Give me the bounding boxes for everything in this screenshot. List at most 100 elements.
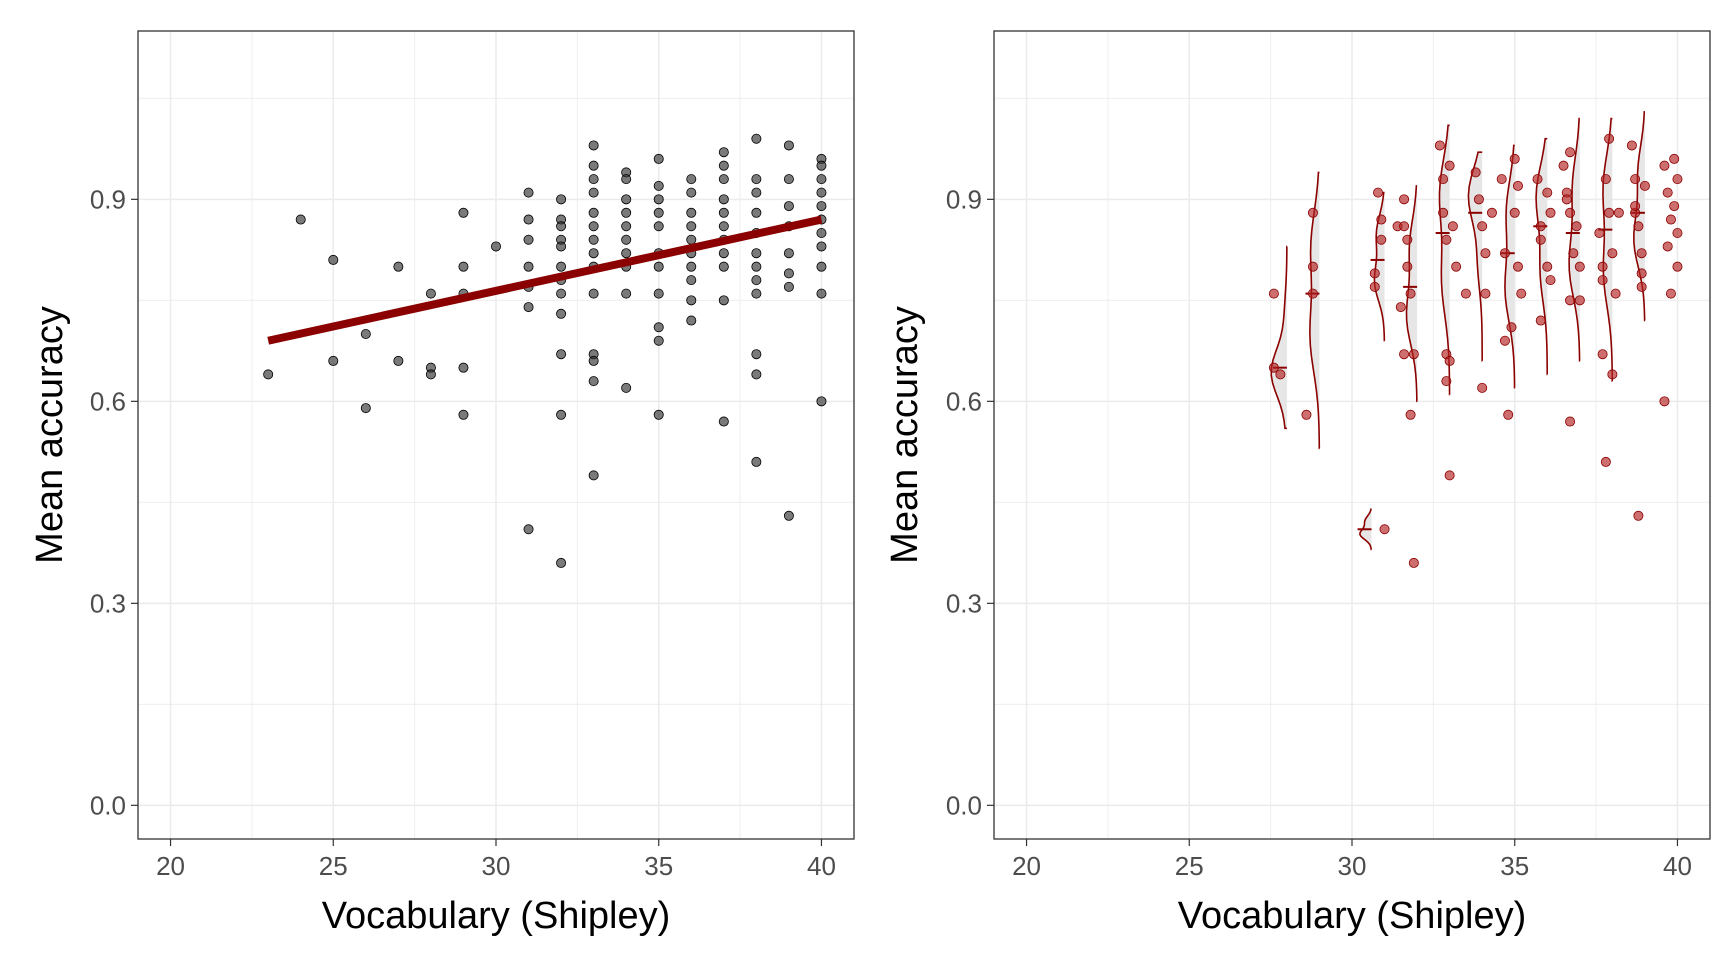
y-tick-label: 0.0: [946, 790, 982, 820]
data-point: [653, 153, 664, 164]
data-point: [360, 403, 371, 414]
data-point: [1480, 288, 1491, 299]
data-point: [686, 315, 697, 326]
data-point: [751, 456, 762, 467]
y-tick-label: 0.0: [90, 790, 126, 820]
data-point: [1607, 369, 1618, 380]
y-tick-label: 0.9: [90, 184, 126, 214]
data-point: [783, 268, 794, 279]
data-point: [751, 207, 762, 218]
data-point: [1545, 207, 1556, 218]
data-point: [686, 275, 697, 286]
left-axis-ticks: 20 25 30 35 40 0.0 0.3 0.6 0.9: [90, 184, 836, 881]
data-point: [1669, 153, 1680, 164]
data-point: [783, 248, 794, 259]
data-point: [1535, 315, 1546, 326]
data-point: [653, 261, 664, 272]
data-point: [1571, 221, 1582, 232]
data-point: [523, 234, 534, 245]
data-point: [1565, 416, 1576, 427]
violin-outline: [1467, 151, 1483, 362]
data-point: [588, 288, 599, 299]
violin-fill: [1536, 138, 1548, 375]
data-point: [1665, 288, 1676, 299]
data-point: [1451, 261, 1462, 272]
data-point: [621, 234, 632, 245]
data-point: [686, 207, 697, 218]
data-point: [1512, 261, 1523, 272]
data-point: [816, 227, 827, 238]
x-tick-label: 40: [1663, 851, 1692, 881]
data-point: [1447, 221, 1458, 232]
y-tick-label: 0.9: [946, 184, 982, 214]
data-point: [1626, 140, 1637, 151]
regression-line: [267, 215, 823, 345]
data-point: [263, 369, 274, 380]
data-point: [458, 261, 469, 272]
data-point: [751, 133, 762, 144]
data-point: [1636, 248, 1647, 259]
data-point: [783, 281, 794, 292]
data-point: [621, 174, 632, 185]
data-point: [556, 194, 567, 205]
data-point: [718, 174, 729, 185]
data-point: [1441, 376, 1452, 387]
data-point: [1662, 187, 1673, 198]
data-point: [1496, 174, 1507, 185]
data-point: [1594, 227, 1605, 238]
data-point: [1672, 174, 1683, 185]
data-point: [588, 221, 599, 232]
data-point: [328, 254, 339, 265]
data-point: [588, 470, 599, 481]
data-point: [783, 201, 794, 212]
data-point: [1503, 409, 1514, 420]
data-point: [653, 221, 664, 232]
data-point: [1532, 174, 1543, 185]
data-point: [621, 288, 632, 299]
data-point: [653, 322, 664, 333]
data-point: [295, 214, 306, 225]
data-point: [1399, 349, 1410, 360]
data-point: [653, 207, 664, 218]
data-point: [1444, 160, 1455, 171]
data-point: [1486, 207, 1497, 218]
data-point: [1408, 349, 1419, 360]
data-point: [1477, 221, 1488, 232]
data-point: [751, 174, 762, 185]
data-point: [816, 187, 827, 198]
data-point: [1665, 214, 1676, 225]
data-point: [621, 221, 632, 232]
data-point: [1499, 248, 1510, 259]
data-point: [1512, 180, 1523, 191]
data-point: [1565, 147, 1576, 158]
left-data-layer: [263, 133, 827, 568]
data-point: [523, 187, 534, 198]
data-point: [393, 261, 404, 272]
data-point: [783, 510, 794, 521]
y-tick-label: 0.3: [90, 588, 126, 618]
right-violin-panel: 20 25 30 35 40 0.0 0.3 0.6 0.9 Vocabulary (Shipl…: [884, 30, 1711, 937]
data-point: [1438, 207, 1449, 218]
data-point: [816, 396, 827, 407]
data-point: [1376, 234, 1387, 245]
left-y-axis-title: Mean accuracy: [29, 306, 71, 564]
data-point: [523, 261, 534, 272]
right-grid: [994, 31, 1710, 839]
data-point: [588, 248, 599, 259]
data-point: [1542, 261, 1553, 272]
data-point: [1405, 409, 1416, 420]
data-point: [556, 557, 567, 568]
data-point: [783, 174, 794, 185]
x-tick-label: 20: [156, 851, 185, 881]
data-point: [556, 221, 567, 232]
data-point: [1307, 261, 1318, 272]
data-point: [1672, 227, 1683, 238]
data-point: [1535, 221, 1546, 232]
data-point: [751, 275, 762, 286]
data-point: [1506, 322, 1517, 333]
data-point: [816, 160, 827, 171]
data-point: [1307, 288, 1318, 299]
data-point: [1600, 174, 1611, 185]
data-point: [1444, 355, 1455, 366]
